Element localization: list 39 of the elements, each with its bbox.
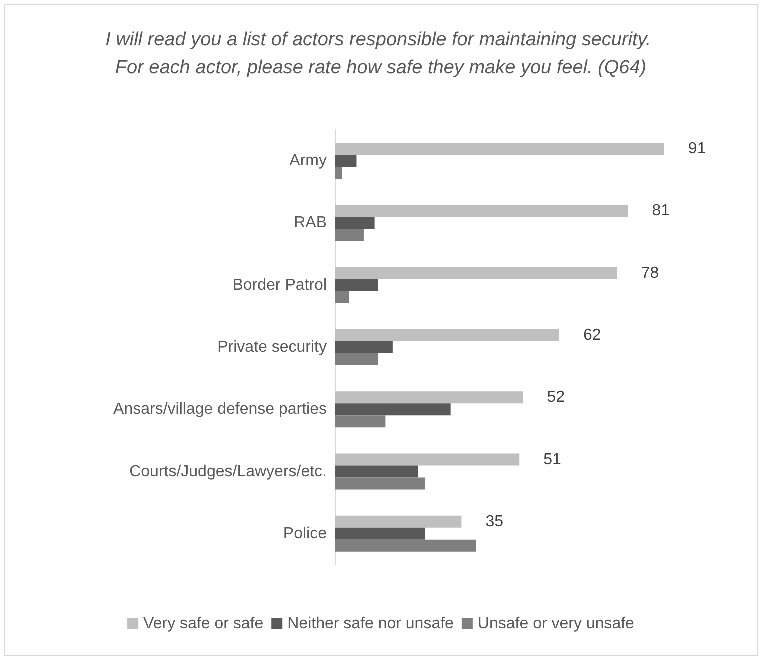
bar [335, 416, 386, 428]
bar [335, 205, 628, 218]
data-label: 78 [641, 264, 660, 282]
bar [335, 528, 426, 540]
data-label: 35 [486, 513, 504, 530]
legend-label: Neither safe nor unsafe [288, 616, 454, 632]
data-label: 91 [688, 140, 706, 158]
y-tick-label: Private security [218, 339, 327, 356]
y-tick-label: Police [283, 525, 328, 542]
bar [335, 478, 426, 490]
y-tick-label: Army [290, 152, 327, 170]
bar [335, 143, 664, 156]
bar [335, 330, 560, 342]
data-label: 81 [652, 202, 670, 220]
legend-label: Very safe or safe [144, 616, 264, 632]
data-label: 51 [544, 451, 562, 468]
bar [335, 342, 393, 354]
data-label: 62 [583, 327, 602, 344]
bar [335, 404, 451, 416]
bar [335, 279, 378, 292]
bar [335, 155, 357, 168]
chart-title: I will read you a list of actors responsible for maintaining security. For each actor, please rate how safe they make you feel. (Q64) [106, 30, 656, 78]
bar [335, 291, 350, 304]
bar [335, 454, 520, 466]
bar [335, 516, 462, 528]
y-tick-label: Border Patrol [232, 276, 327, 294]
y-tick-label: Ansars/village defense parties [114, 401, 327, 418]
bar [335, 354, 378, 366]
y-tick-label: RAB [294, 214, 327, 232]
data-label: 52 [547, 389, 566, 406]
bar [335, 229, 364, 242]
bar [335, 167, 342, 180]
bar [335, 540, 476, 552]
bar [335, 217, 375, 230]
y-tick-label: Courts/Judges/Lawyers/etc. [130, 463, 327, 480]
bar [335, 267, 618, 280]
bar [335, 466, 418, 478]
legend-label: Unsafe or very unsafe [478, 616, 635, 632]
bar [335, 392, 524, 404]
